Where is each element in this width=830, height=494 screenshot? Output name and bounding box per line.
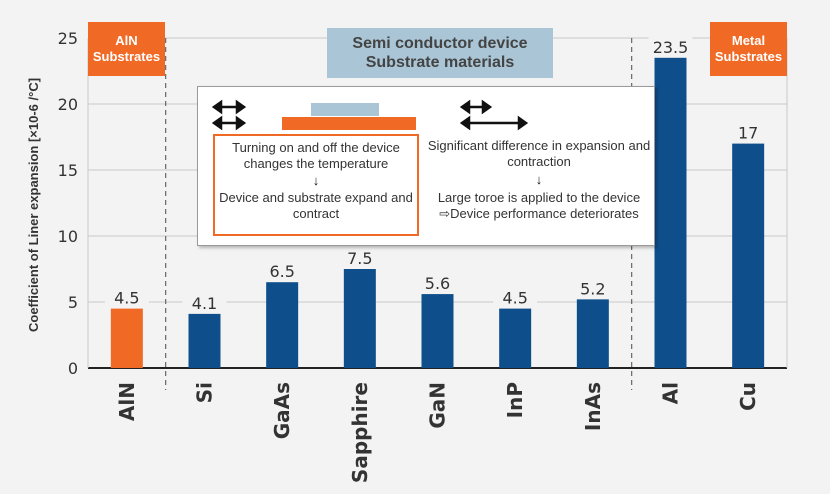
metal-tag-line1: Metal: [731, 33, 766, 48]
x-tick-label: InP: [503, 382, 527, 418]
value-labels: 4.5 4.1 6.5 7.5 5.6 4.5 5.2 23.5 17: [104, 35, 771, 313]
y-tick-label: 25: [58, 29, 78, 48]
bar: [421, 294, 454, 368]
title-line1: Semi conductor device: [352, 35, 528, 52]
value-label: 5.2: [580, 279, 605, 298]
x-tick-label: Sapphire: [348, 382, 372, 483]
double-arrow-icon: [212, 99, 246, 131]
bar: [499, 308, 532, 368]
x-labels: AlN Si GaAs Sapphire GaN InP InAs Al Cu: [115, 382, 760, 483]
value-label-bg: [493, 286, 538, 307]
right-text-1: Significant difference in expansion and …: [427, 138, 651, 169]
bar: [732, 143, 765, 368]
value-label-bg: [260, 260, 305, 281]
arrows-icon: [460, 99, 529, 131]
aln-tag-line1: AlN: [115, 33, 138, 48]
explanation-inset: Turning on and off the device changes th…: [197, 86, 655, 246]
x-tick-label: Si: [193, 382, 217, 403]
left-text-2: Device and substrate expand and contract: [219, 190, 413, 221]
y-tick-label: 0: [68, 359, 78, 378]
aln-tag-line2: Substrates: [92, 49, 161, 64]
value-label: 4.5: [502, 289, 527, 308]
value-label-bg: [570, 277, 615, 298]
down-arrow-icon: ↓: [312, 173, 320, 188]
aln-substrates-tag: AlN Substrates: [88, 22, 165, 76]
right-text-3: ⇨Device performance deteriorates: [439, 206, 639, 221]
left-text-1: Turning on and off the device changes th…: [232, 140, 400, 171]
x-tick-label: InAs: [581, 382, 605, 431]
device-block: [311, 103, 379, 116]
semiconductor-group-title: Semi conductor device Substrate material…: [327, 28, 553, 78]
substrate-block: [282, 117, 416, 130]
x-tick-label: Cu: [736, 382, 760, 411]
y-ticks: 0 5 10 15 20 25: [58, 29, 78, 378]
value-label: 4.1: [192, 294, 217, 313]
value-label: 4.5: [114, 289, 139, 308]
value-label: 6.5: [269, 262, 294, 281]
y-tick-label: 15: [58, 161, 78, 180]
bar: [110, 308, 143, 368]
metal-tag-line2: Substrates: [714, 49, 783, 64]
bars: [110, 57, 765, 369]
value-label-bg: [415, 272, 460, 293]
value-label-bg: [104, 286, 149, 307]
y-tick-label: 20: [58, 95, 78, 114]
value-label-bg: [648, 35, 693, 56]
bar: [654, 57, 687, 369]
value-label-bg: [726, 121, 771, 142]
x-tick-label: GaAs: [270, 382, 294, 439]
bar: [576, 299, 609, 368]
bar: [266, 282, 299, 368]
value-label-bg: [182, 291, 227, 312]
metal-substrates-tag: Metal Substrates: [710, 22, 787, 76]
x-tick-label: AlN: [115, 382, 139, 421]
right-text-2: Large toroe is applied to the device: [437, 190, 641, 205]
value-label: 23.5: [653, 38, 689, 57]
bar: [188, 313, 221, 368]
title-line2: Substrate materials: [365, 54, 515, 71]
value-label-bg: [337, 247, 382, 267]
value-label: 17: [738, 124, 758, 143]
bar: [343, 269, 376, 368]
x-tick-label: Al: [659, 382, 683, 404]
y-tick-label: 10: [58, 227, 78, 246]
right-explanation: Significant difference in expansion and …: [426, 138, 652, 222]
value-label: 7.5: [347, 249, 372, 268]
value-label: 5.6: [425, 274, 450, 293]
y-tick-label: 5: [68, 293, 78, 312]
left-explanation-box: Turning on and off the device changes th…: [213, 134, 419, 236]
y-axis-label: Coefficient of Liner expansion [×10-6 /°…: [26, 78, 41, 332]
down-arrow-icon: ↓: [535, 172, 543, 187]
x-tick-label: GaN: [426, 382, 450, 429]
